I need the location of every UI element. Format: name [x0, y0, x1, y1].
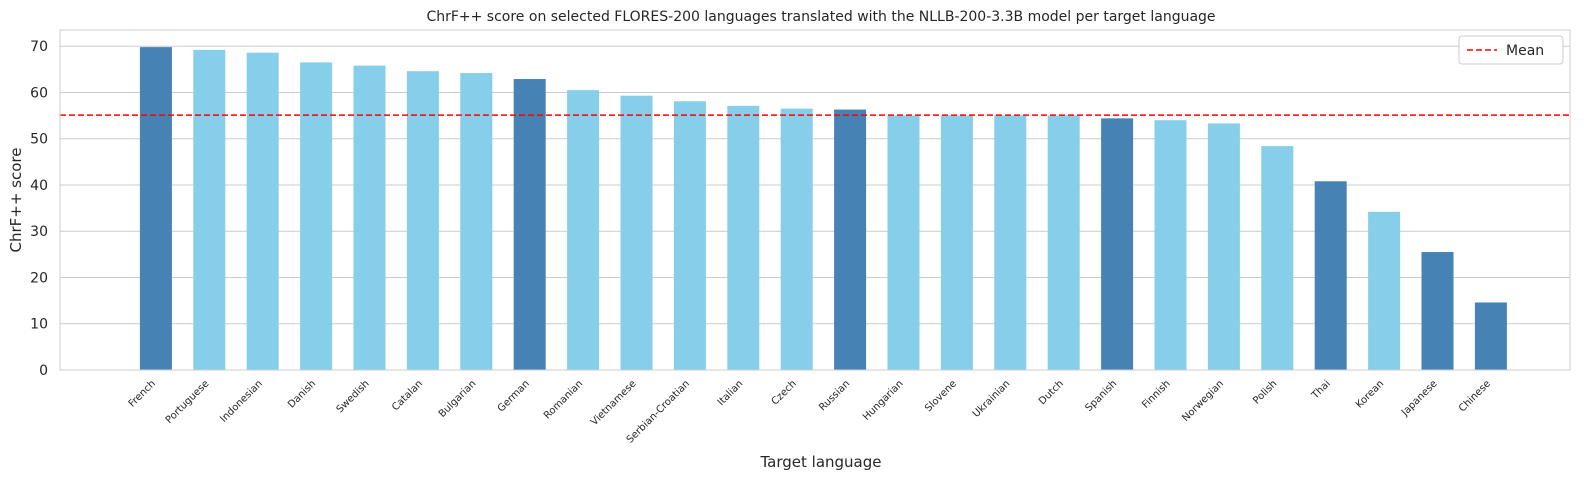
bar — [1474, 302, 1507, 370]
y-tick-label: 20 — [30, 270, 48, 286]
bar — [620, 95, 653, 370]
y-tick-label: 40 — [30, 178, 48, 194]
y-axis: 0 10 20 30 40 50 60 70 — [30, 39, 48, 379]
bar — [780, 108, 813, 370]
y-axis-label: ChrF++ score — [7, 148, 25, 253]
bar — [406, 71, 439, 370]
bar — [1207, 123, 1240, 371]
y-tick-label: 60 — [30, 85, 48, 101]
bar — [673, 101, 706, 370]
bar — [193, 49, 226, 371]
legend: Mean — [1458, 35, 1564, 65]
bar — [139, 47, 172, 370]
bar — [1314, 181, 1347, 370]
bar — [1047, 115, 1080, 370]
bar — [353, 65, 386, 370]
bar — [1154, 120, 1187, 371]
legend-label: Mean — [1506, 43, 1544, 59]
plot-frame — [59, 29, 1571, 371]
bar — [460, 73, 493, 370]
bar — [513, 79, 546, 371]
y-tick-label: 50 — [30, 132, 48, 148]
bar — [727, 105, 760, 370]
bar — [246, 52, 279, 371]
bar — [994, 115, 1027, 370]
bar — [887, 115, 920, 370]
chart-title: ChrF++ score on selected FLORES-200 lang… — [426, 9, 1215, 25]
x-axis-label: Target language — [759, 453, 881, 471]
y-tick-label: 0 — [39, 363, 48, 379]
bar — [940, 115, 973, 370]
y-tick-label: 30 — [30, 224, 48, 240]
bars — [139, 47, 1507, 371]
bar — [834, 109, 867, 370]
y-tick-label: 70 — [30, 39, 48, 55]
legend-box — [1458, 35, 1564, 65]
bar — [1261, 146, 1294, 370]
bar — [1368, 211, 1401, 370]
bar — [300, 62, 333, 370]
bar — [1101, 118, 1134, 370]
y-tick-label: 10 — [30, 317, 48, 333]
bar — [567, 90, 600, 371]
bar — [1421, 252, 1454, 370]
